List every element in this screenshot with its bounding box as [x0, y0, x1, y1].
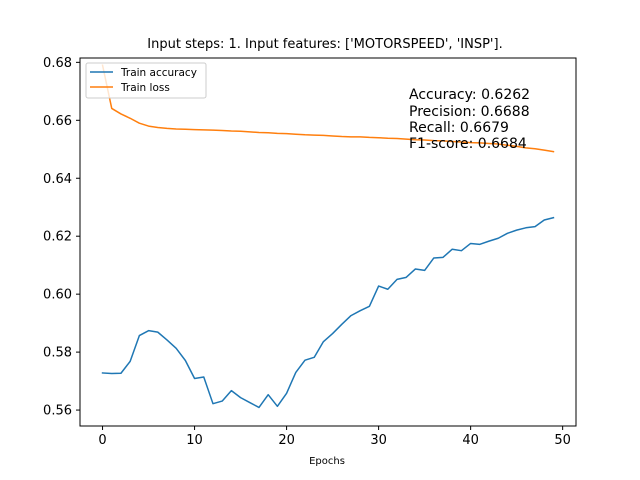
recall-annotation: Recall: 0.6679 [409, 120, 509, 136]
y-tick-label: 0.62 [43, 230, 72, 245]
legend: Train accuracy Train loss [85, 62, 207, 99]
x-tick-label: 40 [462, 433, 479, 448]
series-layer [101, 64, 555, 409]
x-tick-label: 20 [278, 433, 295, 448]
series-line-train-loss [101, 64, 555, 153]
x-tick-label: 50 [554, 433, 571, 448]
y-tick-label: 0.56 [43, 404, 72, 419]
x-tick-label: 10 [186, 433, 203, 448]
plot-frame [79, 57, 577, 427]
x-axis-label: Epochs [309, 456, 345, 467]
y-tick-label: 0.58 [43, 346, 72, 361]
series-line-train-accuracy [101, 216, 555, 409]
y-tick-label: 0.66 [43, 114, 72, 129]
plot-area [80, 58, 576, 426]
y-tick-label: 0.64 [43, 172, 72, 187]
x-tick-label: 0 [98, 433, 106, 448]
chart-title: Input steps: 1. Input features: ['MOTORS… [147, 37, 502, 52]
legend-label-train-accuracy: Train accuracy [120, 67, 197, 79]
precision-annotation: Precision: 0.6688 [409, 104, 530, 120]
legend-box [85, 62, 207, 99]
legend-label-train-loss: Train loss [120, 82, 170, 94]
y-tick-label: 0.60 [43, 288, 72, 303]
ticks-layer: 0 10 20 30 40 50 0.56 0.58 0.60 0.62 0.64 0.66 0.68 [43, 56, 571, 448]
metrics-annotation: Accuracy: 0.6262 Precision: 0.6688 Recal… [409, 87, 530, 152]
f1-score-annotation: F1-score: 0.6684 [409, 136, 527, 152]
accuracy-annotation: Accuracy: 0.6262 [409, 87, 530, 103]
x-tick-label: 30 [370, 433, 387, 448]
y-tick-label: 0.68 [43, 56, 72, 71]
